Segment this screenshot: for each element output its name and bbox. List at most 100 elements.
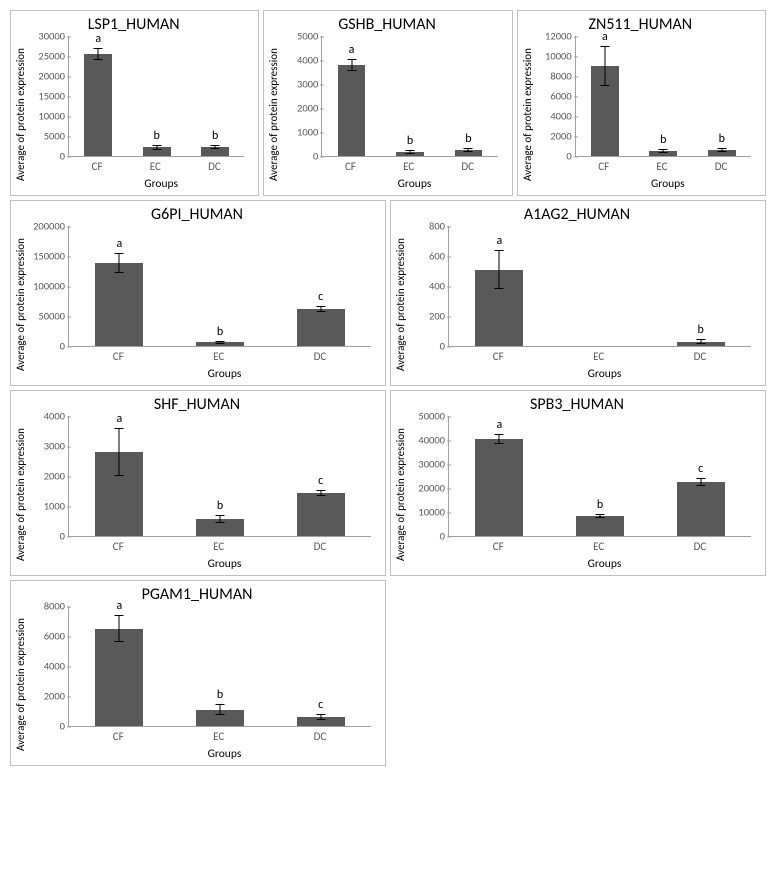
chart-body: Average of protein expression02004006008… (393, 226, 761, 383)
chart-title: PGAM1_HUMAN (13, 585, 381, 604)
error-bar (119, 253, 120, 273)
x-category: CF (493, 540, 504, 553)
x-axis-label: Groups (321, 177, 507, 191)
sig-letter: a (116, 599, 122, 613)
x-category: DC (314, 540, 327, 553)
y-tick: 200000 (27, 220, 65, 233)
sig-letter: a (116, 412, 122, 426)
plot-column: 0200400600800abCFECDCGroups (408, 226, 761, 383)
y-tick: 150000 (27, 250, 65, 263)
bars-container: ab (449, 226, 751, 346)
x-category: EC (403, 160, 414, 173)
error-bar (604, 46, 605, 86)
bar-fill (297, 309, 345, 346)
y-axis-label: Average of protein expression (520, 36, 535, 193)
y-tick: 8000 (534, 70, 572, 83)
x-category: DC (314, 730, 327, 743)
y-axis-label: Average of protein expression (13, 606, 28, 763)
y-tick: 4000 (280, 54, 318, 67)
y-tick: 3000 (27, 440, 65, 453)
sig-letter: a (349, 43, 355, 57)
y-tick: 200 (407, 310, 445, 323)
sig-letter: c (318, 474, 323, 488)
bar-cf: a (86, 452, 152, 536)
x-category: CF (345, 160, 356, 173)
sig-letter: a (95, 32, 101, 46)
y-tick: 0 (534, 150, 572, 163)
x-categories: CF EC DC (448, 540, 751, 553)
error-bar (215, 145, 216, 149)
bars-container: abc (449, 416, 751, 536)
bar-dc: c (287, 309, 353, 346)
error-bar (499, 434, 500, 445)
error-bar (599, 514, 600, 518)
bar-cf: a (86, 629, 152, 727)
sig-letter: b (217, 688, 223, 702)
y-tick: 0 (27, 720, 65, 733)
sig-letter: a (602, 30, 608, 44)
chart-title: SHF_HUMAN (13, 395, 381, 414)
chart-panel-zn511: ZN511_HUMANAverage of protein expression… (517, 10, 766, 196)
x-categories: CFECDC (448, 350, 751, 363)
x-axis-label: Groups (68, 557, 381, 571)
y-tick: 0 (407, 530, 445, 543)
y-axis-label: Average of protein expression (13, 36, 28, 193)
y-axis-label: Average of protein expression (266, 36, 281, 193)
y-tick: 5000 (27, 130, 65, 143)
error-bar (320, 714, 321, 720)
bar-fill (297, 493, 345, 537)
x-category: DC (694, 350, 707, 363)
sig-letter: a (496, 234, 502, 248)
y-tick: 4000 (534, 110, 572, 123)
chart-grid: LSP1_HUMANAverage of protein expression0… (10, 10, 766, 766)
x-axis-label: Groups (68, 747, 381, 761)
plot-area: 050001000015000200002500030000abb (68, 36, 244, 157)
chart-title: SPB3_HUMAN (393, 395, 761, 414)
chart-row: PGAM1_HUMAN Average of protein expression… (10, 580, 766, 766)
y-tick: 2000 (534, 130, 572, 143)
x-category: CF (113, 540, 124, 553)
y-axis-label: Average of protein expression (13, 416, 28, 573)
bar-dc: b (196, 147, 235, 156)
bar-dc: c (287, 717, 353, 726)
chart-panel-spb3: SPB3_HUMAN Average of protein expression0… (390, 390, 766, 576)
error-bar (219, 515, 220, 523)
bars-container: a b c (69, 606, 371, 726)
error-bar (663, 149, 664, 153)
chart-panel-gshb: GSHB_HUMANAverage of protein expression0… (263, 10, 512, 196)
bar-fill (338, 65, 366, 156)
sig-letter: a (496, 418, 502, 432)
bars-container: abc (69, 416, 371, 536)
x-axis-label: Groups (448, 367, 761, 381)
y-tick: 0 (27, 340, 65, 353)
x-category: CF (598, 160, 609, 173)
y-tick: 15000 (27, 90, 65, 103)
bars-container: abb (576, 36, 751, 156)
chart-body: Average of protein expression02000400060… (13, 606, 381, 763)
x-category: DC (461, 160, 474, 173)
y-axis-label: Average of protein expression (393, 416, 408, 573)
plot-area: 020004000600080001000012000abb (575, 36, 751, 157)
y-tick: 20000 (407, 482, 445, 495)
y-tick: 10000 (534, 50, 572, 63)
x-category: EC (150, 160, 161, 173)
x-category: DC (314, 350, 327, 363)
sig-letter: c (318, 698, 323, 712)
sig-letter: b (597, 498, 603, 512)
y-tick: 0 (27, 150, 65, 163)
x-category: EC (213, 350, 224, 363)
bar-dc: b (449, 150, 488, 156)
bar-cf: a (86, 263, 152, 346)
x-category: EC (593, 540, 604, 553)
y-tick: 40000 (407, 434, 445, 447)
x-category: DC (694, 540, 707, 553)
y-tick: 2000 (27, 690, 65, 703)
bar-fill (475, 439, 523, 536)
chart-body: Average of protein expression05000010000… (13, 226, 381, 383)
chart-row: SHF_HUMANAverage of protein expression01… (10, 390, 766, 576)
x-category: CF (113, 350, 124, 363)
x-categories: CFECDC (68, 160, 244, 173)
chart-body: Average of protein expression01000020000… (393, 416, 761, 573)
y-tick: 10000 (27, 110, 65, 123)
x-category: CF (493, 350, 504, 363)
